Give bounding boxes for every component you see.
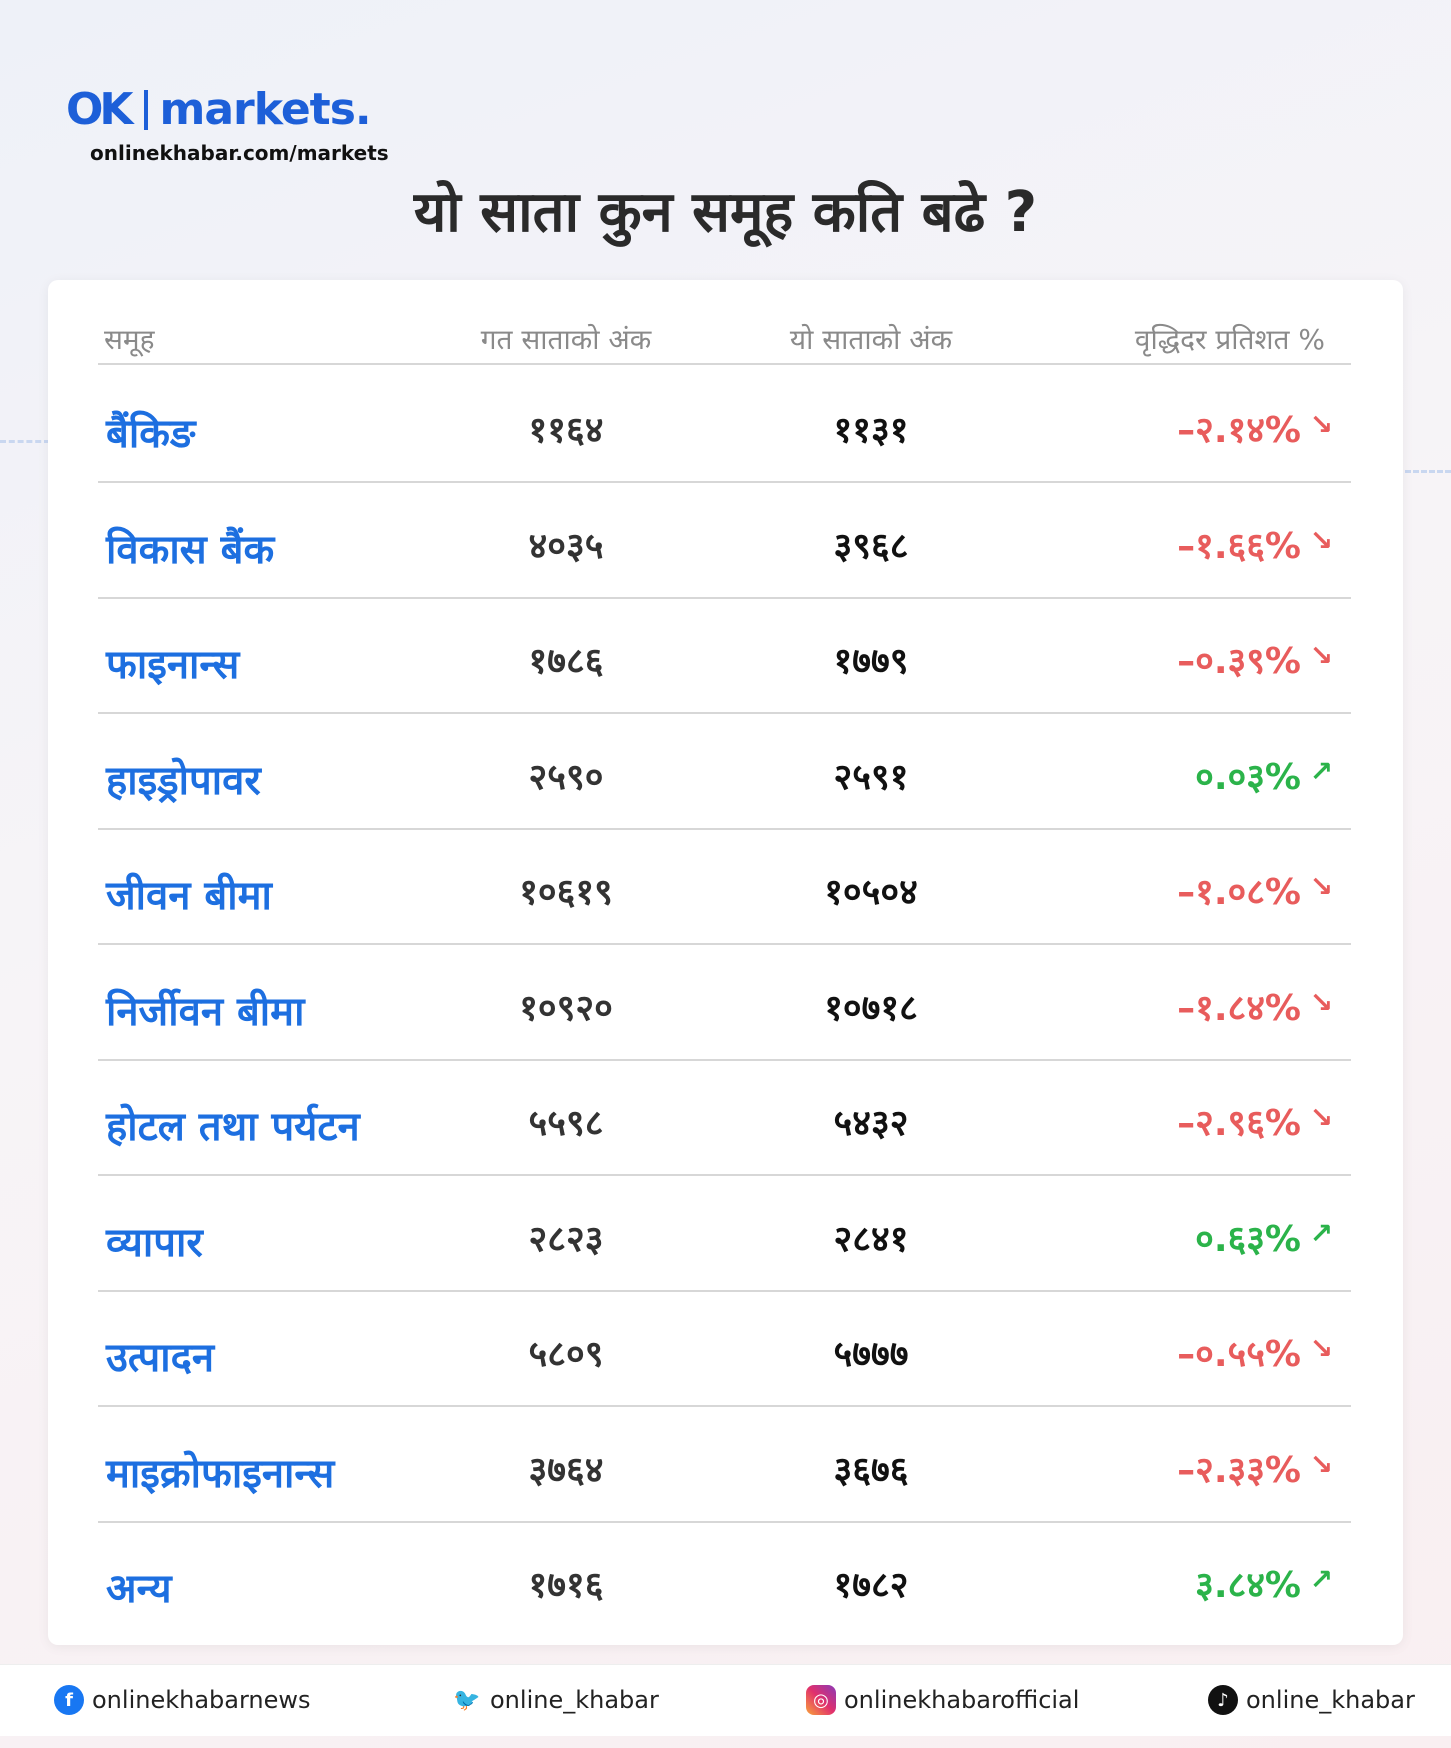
arrow-up-right-icon: ↗: [1309, 1216, 1333, 1250]
row-this-week-value: ३९६८: [833, 525, 909, 567]
row-this-week-value: २८४१: [833, 1218, 909, 1260]
row-this-week-value: १०५०४: [824, 872, 918, 913]
row-change-value: ०.०३%: [1195, 756, 1301, 798]
arrow-down-right-icon: ↘: [1309, 1447, 1333, 1481]
tiktok-icon: ♪: [1208, 1685, 1238, 1715]
row-this-week-value: ५४३२: [833, 1103, 909, 1144]
row-last-week-value: १०९२०: [519, 987, 613, 1029]
sector-table-card: समूह गत साताको अंक यो साताको अंक वृद्धिद…: [48, 280, 1403, 1645]
row-group-name: फाइनान्स: [106, 642, 240, 688]
arrow-down-right-icon: ↘: [1309, 523, 1333, 557]
instagram-link[interactable]: ◎ onlinekhabarofficial: [806, 1685, 1079, 1715]
row-change-value: ०.६३%: [1195, 1218, 1301, 1260]
table-row: निर्जीवन बीमा १०९२० १०७१८ –१.८४% ↘: [98, 946, 1351, 1061]
arrow-down-right-icon: ↘: [1309, 639, 1333, 672]
arrow-down-right-icon: ↘: [1309, 1332, 1333, 1365]
row-last-week-value: २५९०: [528, 756, 604, 798]
row-this-week-value: ५७७७: [833, 1334, 909, 1375]
row-change-value: –२.९६%: [1177, 1103, 1301, 1144]
row-last-week-value: १७८६: [528, 641, 604, 682]
row-group-name: जीवन बीमा: [106, 873, 272, 919]
row-last-week-value: १७१६: [528, 1565, 604, 1606]
brand-logo-mark: OK: [66, 84, 133, 135]
row-group-name: निर्जीवन बीमा: [106, 988, 305, 1035]
row-this-week-value: ३६७६: [833, 1449, 909, 1491]
row-change-value: –१.८४%: [1177, 987, 1301, 1029]
table-row: उत्पादन ५८०९ ५७७७ –०.५५% ↘: [98, 1292, 1351, 1407]
arrow-down-right-icon: ↘: [1309, 408, 1333, 441]
row-last-week-value: ५५९८: [528, 1103, 604, 1144]
row-change-value: ३.८४%: [1195, 1565, 1301, 1606]
table-row: जीवन बीमा १०६१९ १०५०४ –१.०८% ↘: [98, 830, 1351, 945]
arrow-down-right-icon: ↘: [1309, 1101, 1333, 1134]
tiktok-link[interactable]: ♪ online_khabar: [1208, 1685, 1415, 1715]
row-group-name: होटल तथा पर्यटन: [106, 1104, 360, 1150]
brand-logo-word: markets.: [159, 84, 372, 135]
row-this-week-value: ११३१: [833, 410, 909, 451]
arrow-up-right-icon: ↗: [1309, 754, 1333, 788]
header-last-week: गत साताको अंक: [480, 323, 652, 356]
row-last-week-value: २८२३: [528, 1218, 604, 1260]
table-row: होटल तथा पर्यटन ५५९८ ५४३२ –२.९६% ↘: [98, 1061, 1351, 1176]
twitter-link[interactable]: 🐦 online_khabar: [452, 1685, 659, 1715]
arrow-down-right-icon: ↘: [1309, 985, 1333, 1019]
table-row: बैंकिङ ११६४ ११३१ –२.१४% ↘: [98, 368, 1351, 483]
decor-line-left: [0, 440, 50, 443]
tiktok-handle: online_khabar: [1246, 1686, 1415, 1714]
row-group-name: बैंकिङ: [106, 411, 196, 457]
row-change-value: –०.३९%: [1177, 641, 1301, 682]
arrow-down-right-icon: ↘: [1309, 870, 1333, 903]
table-row: व्यापार २८२३ २८४१ ०.६३% ↗: [98, 1177, 1351, 1292]
brand-logo-separator: [143, 89, 148, 130]
row-last-week-value: ४०३५: [528, 525, 604, 567]
row-group-name: अन्य: [106, 1566, 172, 1612]
table-header: समूह गत साताको अंक यो साताको अंक वृद्धिद…: [98, 320, 1351, 365]
row-last-week-value: ५८०९: [528, 1334, 604, 1375]
social-footer: f onlinekhabarnews 🐦 online_khabar ◎ onl…: [0, 1664, 1451, 1736]
site-url[interactable]: onlinekhabar.com/markets: [90, 141, 389, 165]
brand-header: OK markets. onlinekhabar.com/markets: [66, 84, 389, 165]
arrow-up-right-icon: ↗: [1309, 1563, 1333, 1596]
header-this-week: यो साताको अंक: [789, 323, 953, 356]
row-this-week-value: १७७९: [833, 641, 909, 682]
table-row: अन्य १७१६ १७८२ ३.८४% ↗: [98, 1523, 1351, 1638]
table-row: माइक्रोफाइनान्स ३७६४ ३६७६ –२.३३% ↘: [98, 1408, 1351, 1523]
row-last-week-value: १०६१९: [519, 872, 613, 913]
instagram-icon: ◎: [806, 1685, 836, 1715]
facebook-icon: f: [54, 1685, 84, 1715]
facebook-handle: onlinekhabarnews: [92, 1686, 311, 1714]
twitter-icon: 🐦: [452, 1685, 482, 1715]
table-row: हाइड्रोपावर २५९० २५९१ ०.०३% ↗: [98, 715, 1351, 830]
row-this-week-value: २५९१: [833, 756, 909, 798]
twitter-handle: online_khabar: [490, 1686, 659, 1714]
row-group-name: विकास बैंक: [106, 526, 275, 573]
row-group-name: हाइड्रोपावर: [106, 757, 261, 804]
facebook-link[interactable]: f onlinekhabarnews: [54, 1685, 311, 1715]
table-row: फाइनान्स १७८६ १७७९ –०.३९% ↘: [98, 599, 1351, 714]
row-this-week-value: १७८२: [833, 1565, 909, 1606]
row-change-value: –०.५५%: [1177, 1334, 1301, 1375]
header-change: वृद्धिदर प्रतिशत %: [1134, 323, 1325, 356]
row-change-value: –२.१४%: [1177, 410, 1301, 451]
decor-line-right: [1405, 470, 1451, 473]
row-last-week-value: ११६४: [528, 410, 604, 451]
row-this-week-value: १०७१८: [824, 987, 918, 1029]
row-last-week-value: ३७६४: [528, 1449, 604, 1491]
row-change-value: –१.६६%: [1177, 525, 1301, 567]
brand-logo[interactable]: OK markets.: [66, 84, 389, 135]
row-group-name: उत्पादन: [106, 1335, 215, 1381]
row-group-name: माइक्रोफाइनान्स: [106, 1450, 335, 1497]
row-change-value: –१.०८%: [1177, 872, 1301, 913]
page-title: यो साता कुन समूह कति बढे ?: [413, 180, 1038, 245]
row-group-name: व्यापार: [106, 1219, 203, 1266]
table-row: विकास बैंक ४०३५ ३९६८ –१.६६% ↘: [98, 484, 1351, 599]
instagram-handle: onlinekhabarofficial: [844, 1686, 1080, 1714]
header-group: समूह: [104, 323, 155, 356]
row-change-value: –२.३३%: [1177, 1449, 1301, 1491]
